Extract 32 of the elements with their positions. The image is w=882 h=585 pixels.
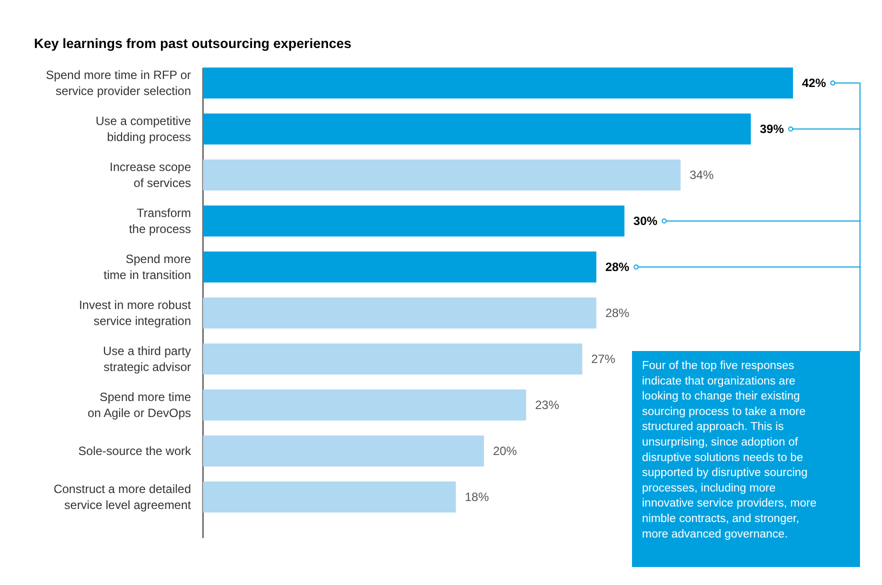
- bar: [203, 206, 624, 236]
- bar: [203, 298, 596, 328]
- data-label: 39%: [760, 122, 784, 136]
- bar: [203, 344, 582, 374]
- bar: [203, 252, 596, 282]
- y-tick-label: Spend more time on Agile or DevOps: [88, 390, 192, 420]
- data-label: 28%: [605, 260, 630, 274]
- bar: [203, 160, 681, 190]
- y-tick-label: Construct a more detailed service level agreement: [54, 482, 192, 512]
- data-label: 30%: [633, 214, 658, 228]
- bar: [203, 436, 484, 466]
- y-tick-label: Use a competitive bidding process: [96, 114, 192, 144]
- data-label: 42%: [802, 76, 826, 90]
- bar: [203, 482, 456, 512]
- y-tick-label: Invest in more robust service integration: [78, 298, 192, 328]
- bar: [203, 390, 526, 420]
- data-label: 20%: [492, 444, 518, 458]
- bar: [203, 68, 793, 98]
- data-label: 23%: [535, 398, 560, 412]
- data-label: 18%: [464, 490, 490, 504]
- bar: [203, 114, 751, 144]
- data-label: 27%: [591, 352, 616, 366]
- data-label: 34%: [690, 168, 714, 182]
- y-tick-label: Spend more time in RFP or service provider selection: [46, 68, 192, 98]
- chart-title: Key learnings from past outsourcing experiences: [34, 36, 352, 51]
- y-tick-label: Use a third party strategic advisor: [102, 344, 191, 374]
- y-tick-label: Increase scope of services: [110, 160, 192, 190]
- callout-box: Four of the top five responses indicate that organizations are looking to change their existing sourcing process to take a more structured approach. This is unsurprising, since adoption of disruptive solutions needs to be supported by disruptive sourcing processes, including more innovative service providers, more nimble contracts, and stronger, more advanced governance.: [632, 351, 860, 567]
- y-tick-label: Sole-source the work: [78, 444, 192, 458]
- y-tick-label: Transform the process: [128, 206, 191, 236]
- data-label: 28%: [605, 306, 630, 320]
- y-tick-label: Spend more time in transition: [104, 252, 192, 282]
